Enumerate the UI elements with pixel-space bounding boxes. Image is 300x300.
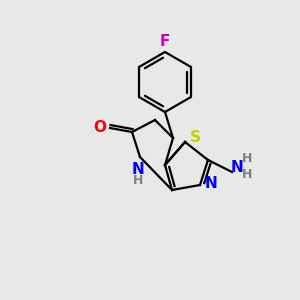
Text: N: N <box>132 163 144 178</box>
Text: H: H <box>133 175 143 188</box>
Text: F: F <box>160 34 170 50</box>
Text: O: O <box>94 119 106 134</box>
Text: H: H <box>242 152 252 166</box>
Text: S: S <box>190 130 200 145</box>
Text: H: H <box>242 169 252 182</box>
Text: N: N <box>231 160 243 175</box>
Text: N: N <box>205 176 218 190</box>
